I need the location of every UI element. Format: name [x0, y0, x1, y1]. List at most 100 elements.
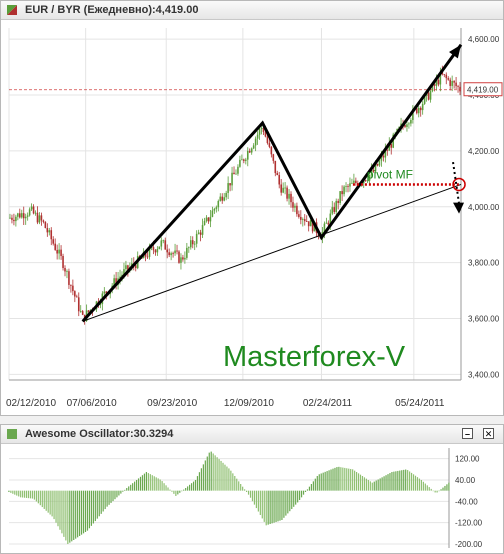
x-tick-label: 07/06/2010 — [67, 398, 117, 409]
osc-bar — [259, 490, 261, 515]
candle-body — [376, 163, 379, 166]
osc-bar — [436, 490, 438, 493]
osc-bar — [326, 471, 328, 491]
candle-body — [300, 216, 302, 220]
close-icon: ✕ — [484, 429, 493, 439]
osc-bar — [277, 490, 279, 522]
osc-bar — [414, 475, 417, 491]
osc-bar — [73, 490, 75, 540]
minimize-button[interactable]: – — [462, 428, 473, 439]
candle-body — [174, 250, 176, 254]
candle-body — [272, 154, 275, 161]
candle-body — [44, 221, 47, 229]
candle-body — [298, 214, 300, 217]
osc-bar — [135, 480, 138, 491]
candle-body — [209, 216, 212, 222]
candle-body — [160, 240, 163, 247]
osc-bar — [204, 460, 206, 491]
osc-bar — [371, 482, 373, 491]
oscillator-title: Awesome Oscillator:30.3294 — [25, 428, 174, 440]
candle-body — [421, 103, 424, 111]
candle-body — [351, 182, 353, 184]
candle-body — [368, 174, 371, 181]
osc-bar — [369, 481, 371, 491]
candle-body — [203, 220, 206, 226]
osc-bar — [297, 490, 299, 503]
candle-body — [227, 183, 229, 193]
osc-bar — [389, 473, 391, 491]
candle-body — [276, 173, 279, 176]
price-chart[interactable]: 3,400.00 3,600.00 3,800.00 4,000.00 4,200.00… — [1, 20, 503, 416]
candle-body — [266, 136, 269, 144]
osc-bar — [114, 490, 116, 500]
osc-bar — [283, 490, 285, 518]
candle-body — [121, 274, 123, 277]
candle-body — [40, 215, 43, 221]
candle-body — [370, 170, 373, 175]
osc-bar — [177, 490, 179, 495]
price-chart-header: EUR / BYR (Ежедневно):4,419.00 — [1, 1, 503, 20]
osc-bar — [226, 466, 228, 491]
candle-body — [28, 209, 31, 216]
candle-body — [172, 253, 174, 255]
osc-bar — [291, 490, 293, 510]
osc-bar — [334, 467, 336, 491]
osc-bar — [422, 481, 424, 491]
osc-bar — [108, 490, 110, 505]
osc-bar — [322, 472, 324, 491]
osc-bar — [424, 483, 426, 491]
candle-body — [225, 192, 227, 198]
osc-bar — [165, 485, 167, 491]
chart-symbol-icon — [7, 5, 17, 15]
candle-body — [162, 240, 165, 242]
osc-bar — [257, 490, 259, 512]
candle-body — [34, 212, 37, 214]
candle-body — [184, 257, 186, 260]
candle-body — [76, 296, 78, 298]
osc-bar — [314, 478, 316, 491]
candle-body — [355, 180, 357, 184]
candle-body — [329, 213, 332, 225]
candle-body — [408, 123, 410, 125]
osc-bar — [393, 471, 395, 491]
pattern-line — [82, 183, 462, 322]
osc-bar — [126, 488, 128, 491]
candle-body — [154, 250, 157, 253]
candle-body — [386, 149, 389, 151]
osc-bar — [228, 468, 230, 491]
osc-bar — [122, 490, 124, 492]
candle-body — [309, 219, 312, 227]
candle-body — [331, 207, 334, 214]
candle-body — [256, 134, 259, 139]
candle-body — [168, 252, 170, 256]
candle-body — [437, 79, 440, 85]
osc-bar — [190, 483, 193, 491]
osc-bar — [375, 480, 377, 491]
osc-bar — [22, 490, 24, 498]
osc-bar — [434, 490, 436, 493]
candle-body — [64, 267, 66, 272]
close-button[interactable]: ✕ — [483, 428, 494, 439]
osc-bar — [106, 490, 108, 507]
candle-body — [417, 107, 420, 114]
candle-body — [243, 159, 245, 161]
osc-bar — [399, 470, 401, 491]
candle-body — [366, 180, 369, 182]
candle-body — [115, 278, 117, 285]
osc-bar — [261, 490, 263, 519]
candle-body — [323, 223, 326, 232]
osc-bar — [88, 490, 91, 529]
osc-bar — [224, 464, 226, 491]
osc-y-tick-label: -200.00 — [455, 540, 483, 549]
candle-body — [50, 230, 53, 240]
candle-body — [286, 187, 288, 199]
candle-body — [404, 124, 406, 127]
candle-body — [103, 291, 106, 294]
oscillator-chart[interactable]: 120.00 40.00 -40.00 -120.00 -200.00 — [1, 444, 503, 554]
osc-bar — [302, 490, 305, 495]
oscillator-header: Awesome Oscillator:30.3294 – ✕ — [1, 425, 503, 444]
osc-bar — [318, 474, 320, 491]
osc-bar — [381, 477, 383, 491]
candle-body — [429, 90, 432, 100]
osc-bar — [320, 473, 322, 491]
